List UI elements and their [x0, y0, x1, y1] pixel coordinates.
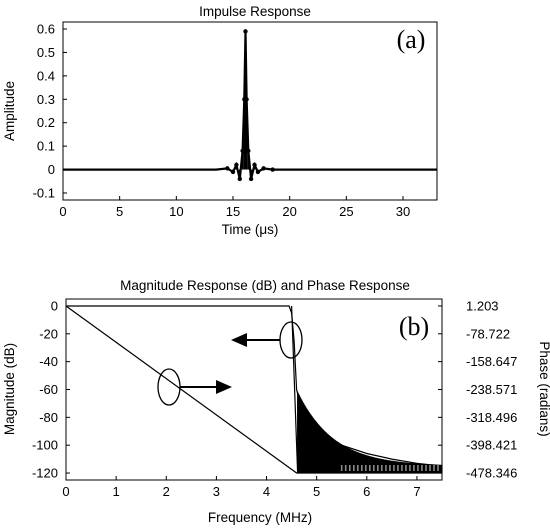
x-tick-label: 1	[113, 484, 120, 499]
x-tick-label: 3	[213, 484, 220, 499]
y-tick-label: -80	[39, 410, 58, 425]
panel-a-x-label: Time (μs)	[222, 222, 279, 237]
y-tick-label: -60	[39, 382, 58, 397]
x-tick-label: 7	[413, 484, 420, 499]
phase-response-line	[65, 305, 442, 474]
magnitude-stopband-ripple	[297, 391, 443, 473]
x-tick-label: 5	[313, 484, 320, 499]
panel-b-y-label-right: Phase (radians)	[537, 341, 550, 436]
right-tick-label: -158.647	[466, 354, 517, 369]
right-tick-label: -238.571	[466, 382, 517, 397]
x-tick-label: 2	[163, 484, 170, 499]
x-tick-label: 20	[282, 204, 296, 219]
right-tick-label: -78.722	[466, 326, 510, 341]
impulse-response-point	[243, 29, 248, 34]
panel-b-series	[65, 305, 443, 474]
magnitude-transition-edge	[291, 305, 299, 474]
arrow-to-right-axis-head	[216, 380, 232, 394]
panel-b-x-ticks: 0 1 2 3 4 5 6 7	[62, 476, 421, 499]
y-tick-label: -20	[39, 326, 58, 341]
panel-b-y-ticks-right: 1.203 -78.722 -158.647 -238.571 -318.496 -398…	[438, 298, 517, 481]
y-tick-label: -40	[39, 354, 58, 369]
x-tick-label: 15	[226, 204, 240, 219]
right-tick-label: 1.203	[466, 298, 499, 313]
magnitude-curve-marker-ellipse	[157, 368, 181, 406]
x-tick-label: 25	[339, 204, 353, 219]
panel-b-y-label-left: Magnitude (dB)	[2, 343, 17, 435]
right-tick-label: -478.346	[466, 466, 517, 481]
right-tick-label: -398.421	[466, 438, 517, 453]
panel-a-title: Impulse Response	[199, 4, 311, 19]
phase-curve-marker-ellipse	[279, 321, 303, 359]
panel-b-label: (b)	[399, 312, 429, 341]
panel-b-title: Magnitude Response (dB) and Phase Respon…	[120, 278, 410, 293]
y-tick-label: -120	[32, 466, 58, 481]
x-tick-label: 4	[263, 484, 270, 499]
y-tick-label: -0.1	[33, 185, 55, 200]
panel-b: Magnitude Response (dB) and Phase Respon…	[2, 278, 550, 525]
y-tick-label: 0.4	[37, 68, 55, 83]
impulse-response-line	[63, 31, 437, 180]
panel-a-series	[63, 29, 437, 182]
impulse-response-point	[270, 167, 275, 172]
x-tick-label: 10	[169, 204, 183, 219]
y-tick-label: 0.1	[37, 139, 55, 154]
x-tick-label: 5	[116, 204, 123, 219]
panel-b-y-ticks-left: 0 -20 -40 -60 -80 -100 -120	[32, 298, 70, 481]
x-tick-label: 6	[363, 484, 370, 499]
panel-b-axes-frame	[65, 298, 443, 481]
panel-a-y-ticks: -0.1 0 0.1 0.2 0.3 0.4 0.5 0.6	[33, 22, 67, 200]
y-tick-label: 0.2	[37, 115, 55, 130]
y-tick-label: 0	[48, 162, 55, 177]
panel-a-y-label: Amplitude	[2, 81, 17, 141]
panel-a-x-ticks: 0 5 10 15 20 25 30	[59, 196, 410, 219]
panel-b-x-label: Frequency (MHz)	[208, 510, 312, 525]
x-tick-label: 30	[396, 204, 410, 219]
panel-a-label: (a)	[397, 25, 426, 54]
y-tick-label: 0	[51, 298, 58, 313]
panel-a: Impulse Response 0 5 10 15 20 25 30 -0.1 0 0.1 0.…	[2, 4, 438, 237]
y-tick-label: -100	[32, 438, 58, 453]
x-tick-label: 0	[59, 204, 66, 219]
panel-a-axes-frame	[62, 21, 438, 201]
arrow-to-left-axis-head	[231, 333, 247, 347]
y-tick-label: 0.5	[37, 45, 55, 60]
right-tick-label: -318.496	[466, 410, 517, 425]
y-tick-label: 0.3	[37, 92, 55, 107]
x-tick-label: 0	[62, 484, 69, 499]
y-tick-label: 0.6	[37, 22, 55, 37]
phase-wrap-noise	[340, 465, 439, 471]
